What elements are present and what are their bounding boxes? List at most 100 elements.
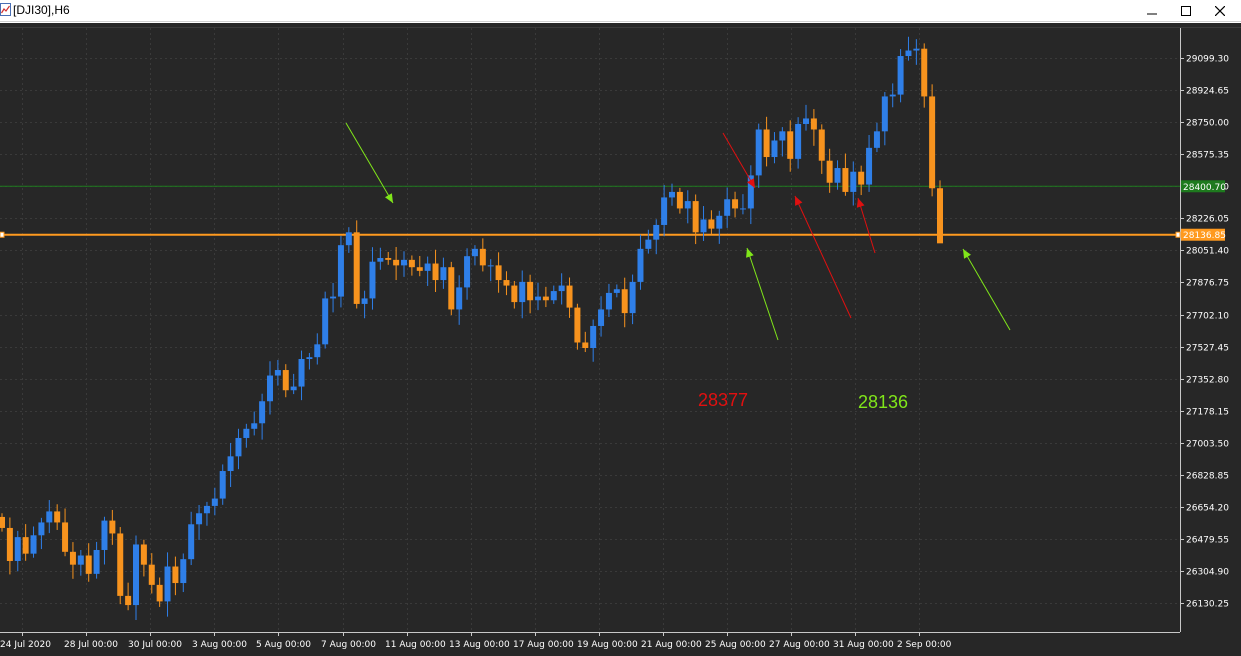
window-titlebar: [DJI30],H6	[0, 0, 1241, 22]
candle-body	[85, 555, 92, 574]
candle-body	[440, 267, 447, 281]
candle-body	[826, 160, 833, 183]
candle	[905, 36, 912, 61]
candle	[605, 283, 612, 317]
candle-body	[337, 245, 344, 297]
close-button[interactable]	[1204, 0, 1236, 22]
candle	[235, 428, 242, 470]
maximize-button[interactable]	[1170, 0, 1202, 22]
candle	[566, 277, 573, 318]
candle	[290, 373, 297, 395]
x-tick-label: 5 Aug 00:00	[256, 640, 311, 650]
candle	[511, 280, 518, 309]
candle-body	[408, 259, 415, 268]
support-line-handle-right[interactable]	[1175, 231, 1181, 238]
candle	[133, 535, 139, 620]
candle	[661, 184, 668, 237]
candle	[85, 543, 92, 582]
candle-body	[889, 94, 896, 97]
price-axis: 29099.30 28924.65 28750.00 28575.35 28400.70…	[1180, 55, 1229, 610]
candles	[0, 36, 943, 620]
y-tick-label: 26828.85	[1186, 472, 1229, 482]
candle	[211, 487, 218, 516]
arrow-shaft	[857, 197, 876, 254]
candle-body	[779, 131, 786, 141]
maximize-icon	[1181, 6, 1191, 16]
candle-body	[645, 239, 652, 249]
candle-body	[306, 357, 313, 360]
candle-body	[30, 535, 37, 554]
minimize-button[interactable]	[1136, 0, 1168, 22]
candle-body	[330, 296, 337, 299]
candle	[535, 282, 541, 311]
candle	[834, 160, 841, 190]
candle	[771, 132, 778, 164]
candle	[598, 296, 605, 337]
candle-body	[353, 232, 360, 304]
candle-body	[550, 291, 557, 301]
candle-body	[471, 248, 478, 257]
candle	[424, 256, 431, 286]
annotation-label-28377: 28377	[698, 390, 748, 410]
candle	[227, 442, 234, 488]
candle	[219, 464, 226, 505]
candle-body	[771, 140, 778, 158]
support-line-handle-left[interactable]	[0, 231, 5, 238]
candle-body	[62, 522, 69, 552]
candle	[401, 251, 407, 277]
y-tick-label: 27876.75	[1186, 279, 1229, 289]
candle	[140, 539, 147, 577]
x-tick-label: 24 Jul 2020	[0, 640, 51, 650]
candle	[613, 284, 620, 298]
candle-body	[881, 96, 888, 132]
candle-body	[188, 524, 195, 560]
candle	[739, 194, 746, 215]
candle-body	[14, 537, 21, 562]
candle-body	[125, 595, 132, 606]
candle	[30, 526, 37, 558]
candle-body	[937, 188, 943, 244]
candle-body	[385, 258, 392, 260]
resistance-tag-label: 28400.70	[1183, 183, 1226, 193]
candle-body	[6, 527, 13, 562]
candle	[156, 577, 163, 607]
candle-body	[834, 168, 841, 183]
candle	[369, 247, 376, 310]
candle	[763, 116, 770, 167]
red-arrow-1	[722, 132, 756, 189]
candle-body	[732, 199, 739, 209]
candle-body	[842, 168, 849, 192]
y-tick-label: 27003.50	[1186, 440, 1229, 450]
green-arrow-1	[345, 122, 394, 204]
price-chart[interactable]: 29099.30 28924.65 28750.00 28575.35 28400.70…	[0, 23, 1241, 656]
candle-body	[787, 131, 794, 159]
candle-body	[479, 248, 486, 266]
candle	[172, 556, 179, 596]
annotation-label-28136: 28136	[858, 392, 908, 412]
candle-body	[708, 219, 715, 229]
y-tick-label: 28226.05	[1186, 215, 1229, 225]
candle-body	[164, 566, 171, 602]
x-tick-label: 28 Jul 00:00	[64, 640, 118, 650]
candle	[282, 364, 289, 398]
green-arrow-3	[962, 248, 1011, 331]
candle	[779, 127, 786, 157]
candle-body	[22, 537, 29, 554]
candle	[866, 134, 873, 192]
candle	[385, 251, 392, 265]
x-tick-label: 30 Jul 00:00	[128, 640, 182, 650]
candle-body	[598, 309, 605, 326]
red-arrow-2	[794, 195, 852, 319]
candle	[93, 541, 100, 579]
candle	[708, 210, 715, 235]
candle	[109, 509, 116, 545]
candle-body	[416, 267, 423, 271]
candle	[724, 187, 731, 228]
chart-area[interactable]: 29099.30 28924.65 28750.00 28575.35 28400.70…	[0, 23, 1241, 656]
support-tag-label: 28136.85	[1183, 231, 1226, 241]
candle-body	[676, 191, 683, 209]
candle	[889, 83, 896, 108]
candle	[117, 527, 124, 605]
candle-body	[172, 566, 179, 584]
candle	[850, 161, 857, 206]
